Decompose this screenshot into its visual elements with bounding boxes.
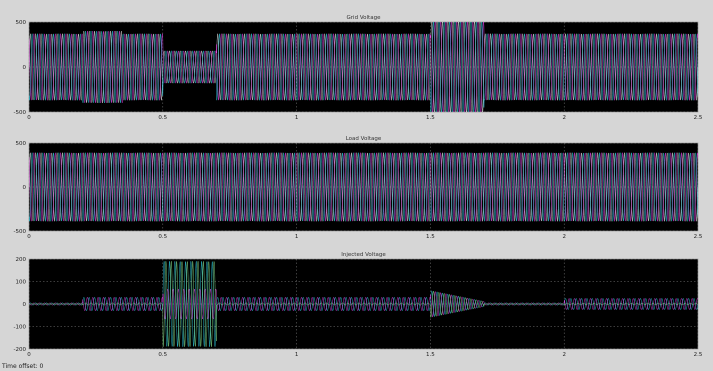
panel-title: Grid Voltage [347, 15, 382, 21]
x-tick-label: 2 [562, 352, 566, 358]
status-bar-text: Time offset: 0 [2, 363, 44, 370]
signal-trace [29, 260, 698, 348]
y-tick-label: -500 [14, 229, 27, 235]
y-tick-label: 500 [16, 141, 27, 147]
y-tick-label: 500 [16, 20, 27, 26]
x-tick-label: 0.5 [158, 234, 167, 240]
signal-trace [29, 261, 698, 347]
x-tick-label: 2 [562, 115, 566, 121]
x-tick-label: 1.5 [426, 115, 435, 121]
x-tick-label: 1.5 [426, 352, 435, 358]
panel-title: Load Voltage [346, 136, 382, 142]
x-tick-label: 0 [27, 234, 31, 240]
x-tick-label: 2 [562, 234, 566, 240]
x-tick-label: 0 [27, 115, 31, 121]
y-tick-label: 100 [16, 280, 27, 286]
x-tick-label: 0.5 [158, 352, 167, 358]
x-tick-label: 0.5 [158, 115, 167, 121]
signal-trace [29, 22, 698, 112]
x-tick-label: 0 [27, 352, 31, 358]
y-tick-label: -500 [14, 110, 27, 116]
trace-group [29, 152, 698, 222]
signal-trace [29, 152, 698, 222]
y-tick-label: 0 [23, 65, 27, 71]
y-tick-label: -100 [14, 325, 27, 331]
x-tick-label: 2.5 [694, 352, 703, 358]
y-tick-label: -200 [14, 347, 27, 353]
x-tick-label: 1 [295, 352, 299, 358]
signal-trace [29, 288, 698, 320]
x-tick-label: 2.5 [694, 115, 703, 121]
x-tick-label: 1.5 [426, 234, 435, 240]
scope-panel: Injected Voltage 0 0.5 1 1.5 2 2.5 200 100 0 -100 -… [14, 252, 703, 358]
signal-trace [29, 22, 698, 112]
signal-trace [29, 152, 698, 222]
panel-title: Injected Voltage [341, 252, 386, 258]
trace-group [29, 22, 698, 112]
signal-trace [29, 152, 698, 222]
y-tick-label: 0 [23, 185, 27, 191]
y-tick-label: 0 [23, 302, 27, 308]
trace-group [29, 260, 698, 348]
y-tick-label: 200 [16, 257, 27, 263]
signal-trace [29, 22, 698, 112]
x-tick-label: 1 [295, 234, 299, 240]
x-tick-label: 2.5 [694, 234, 703, 240]
x-tick-label: 1 [295, 115, 299, 121]
